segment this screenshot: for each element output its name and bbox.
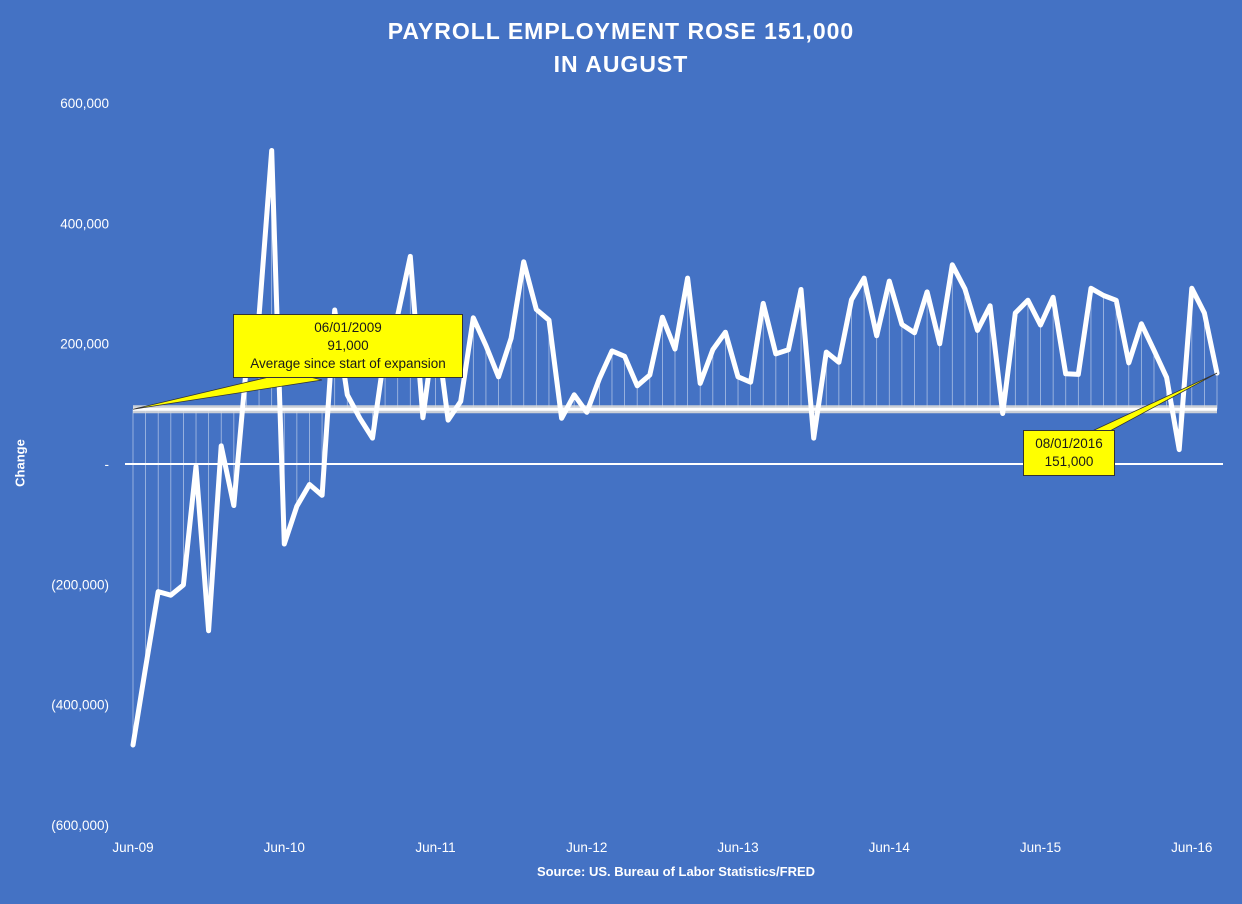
x-tick-label: Jun-13 (717, 840, 758, 855)
payroll-series-line (130, 148, 1220, 748)
x-tick-label: Jun-16 (1171, 840, 1212, 855)
x-tick-label: Jun-12 (566, 840, 607, 855)
y-tick-label: - (105, 457, 110, 472)
x-tick-label: Jun-14 (869, 840, 911, 855)
y-tick-label: 400,000 (60, 216, 109, 231)
annotation-start-value: 91,000 (327, 338, 369, 353)
y-axis-label-text: Change (12, 439, 28, 487)
y-tick-label: 200,000 (60, 337, 109, 352)
annotation-start-note: Average since start of expansion (250, 356, 446, 371)
annotation-latest-leader (1089, 372, 1218, 433)
y-tick-label: (400,000) (51, 698, 109, 713)
chart-title-line-1: PAYROLL EMPLOYMENT ROSE 151,000 (387, 18, 855, 44)
y-tick-label: (600,000) (51, 818, 109, 833)
annotation-start-average: 06/01/2009 91,000 Average since start of… (233, 314, 463, 378)
annotation-latest-date: 08/01/2016 (1035, 436, 1103, 451)
y-tick-label: (200,000) (51, 577, 109, 592)
y-tick-label: 600,000 (60, 96, 109, 111)
source-note: Source: US. Bureau of Labor Statistics/F… (536, 864, 816, 879)
annotation-latest-value: 151,000 (1044, 454, 1094, 469)
annotation-latest: 08/01/2016 151,000 (1023, 430, 1115, 476)
chart-title-line-2: IN AUGUST (553, 51, 689, 77)
x-tick-label: Jun-15 (1020, 840, 1061, 855)
x-tick-label: Jun-11 (415, 840, 455, 855)
x-tick-label: Jun-10 (264, 840, 305, 855)
annotation-start-date: 06/01/2009 (314, 320, 382, 335)
x-tick-label: Jun-09 (112, 840, 153, 855)
